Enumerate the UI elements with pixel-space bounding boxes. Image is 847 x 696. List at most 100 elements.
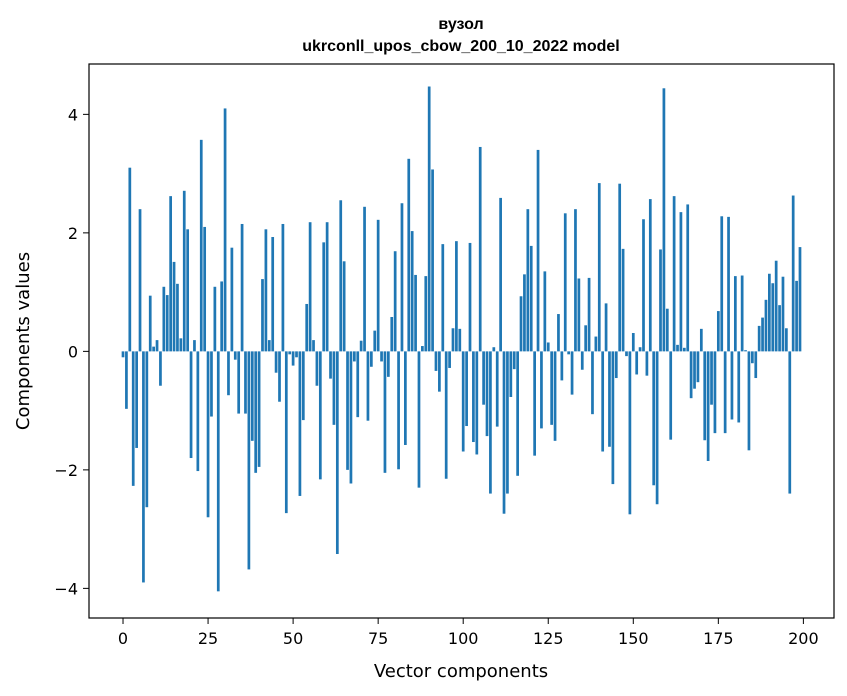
bar <box>322 242 326 352</box>
bar <box>335 351 339 555</box>
bar <box>417 351 421 488</box>
bar <box>665 308 669 352</box>
bar <box>710 351 713 405</box>
bar <box>210 351 213 417</box>
bar <box>359 340 363 352</box>
bar <box>485 351 489 437</box>
bar <box>298 351 302 496</box>
bar <box>227 351 230 396</box>
bar <box>349 351 353 484</box>
bar <box>472 351 475 443</box>
bar <box>448 351 451 368</box>
bar <box>778 305 781 352</box>
bar <box>329 351 332 379</box>
bar <box>135 351 138 448</box>
bar <box>441 244 445 352</box>
bar <box>387 351 390 377</box>
bar <box>305 303 309 352</box>
bar <box>393 251 397 352</box>
bar <box>431 169 434 352</box>
bar <box>244 351 247 414</box>
y-tick-label: 0 <box>68 342 78 361</box>
y-axis-label: Components values <box>13 252 34 430</box>
bar <box>165 295 169 352</box>
bar <box>400 203 404 352</box>
bar <box>162 286 166 352</box>
x-tick-label: 150 <box>618 629 649 648</box>
bar <box>250 351 254 441</box>
bar <box>523 274 526 352</box>
bar <box>601 351 605 452</box>
y-axis-ticks: −4 −2 0 2 4 <box>54 105 89 598</box>
bar <box>798 247 802 352</box>
bar <box>550 351 554 425</box>
bar <box>369 351 373 367</box>
bar <box>301 351 305 421</box>
x-tick-label: 25 <box>198 629 218 648</box>
bar <box>526 209 530 352</box>
bar <box>308 222 312 352</box>
bar <box>655 351 659 505</box>
bar <box>652 351 656 486</box>
bar <box>284 351 288 514</box>
bar <box>461 351 465 452</box>
bar <box>295 351 298 358</box>
bar <box>383 351 387 473</box>
bar <box>179 338 183 352</box>
bar <box>475 351 479 455</box>
bar <box>754 351 758 379</box>
bar <box>223 108 227 352</box>
bar <box>366 351 370 421</box>
bar <box>121 351 125 358</box>
bar <box>193 340 196 352</box>
bar <box>240 223 244 352</box>
bar <box>648 199 652 352</box>
bar <box>713 351 717 434</box>
chart-title: вузол <box>438 16 483 33</box>
bar <box>506 351 509 494</box>
bar <box>750 351 754 364</box>
bar <box>315 351 319 386</box>
bar <box>689 351 693 399</box>
bar <box>169 196 173 352</box>
bar <box>152 346 155 352</box>
bar <box>274 351 278 373</box>
bar <box>131 351 135 486</box>
bar <box>186 229 190 352</box>
x-tick-label: 75 <box>368 629 388 648</box>
bar <box>318 351 322 480</box>
bar <box>768 273 771 352</box>
bar <box>519 296 523 352</box>
bar <box>747 351 751 451</box>
bar <box>703 351 707 441</box>
bar <box>128 167 132 352</box>
bar <box>142 351 145 583</box>
y-tick-label: 2 <box>68 224 78 243</box>
bar <box>733 276 737 352</box>
bar <box>342 261 346 352</box>
bar <box>744 350 747 352</box>
bar <box>410 231 414 352</box>
bar <box>604 303 608 352</box>
x-tick-label: 175 <box>703 629 734 648</box>
bar <box>740 275 744 352</box>
bar <box>373 330 377 352</box>
bar <box>563 213 567 352</box>
bar <box>791 195 795 352</box>
bar <box>570 351 574 395</box>
bar <box>587 277 591 352</box>
bar <box>597 183 601 352</box>
bar <box>332 351 336 425</box>
bar <box>257 351 261 467</box>
bar <box>580 351 584 370</box>
bar <box>380 351 383 362</box>
bar <box>465 351 468 427</box>
bar <box>451 328 455 352</box>
bar <box>281 223 285 352</box>
bar <box>189 351 193 459</box>
bar <box>723 351 727 434</box>
bar <box>438 351 441 392</box>
bars-group <box>121 86 802 592</box>
bar <box>642 219 645 352</box>
